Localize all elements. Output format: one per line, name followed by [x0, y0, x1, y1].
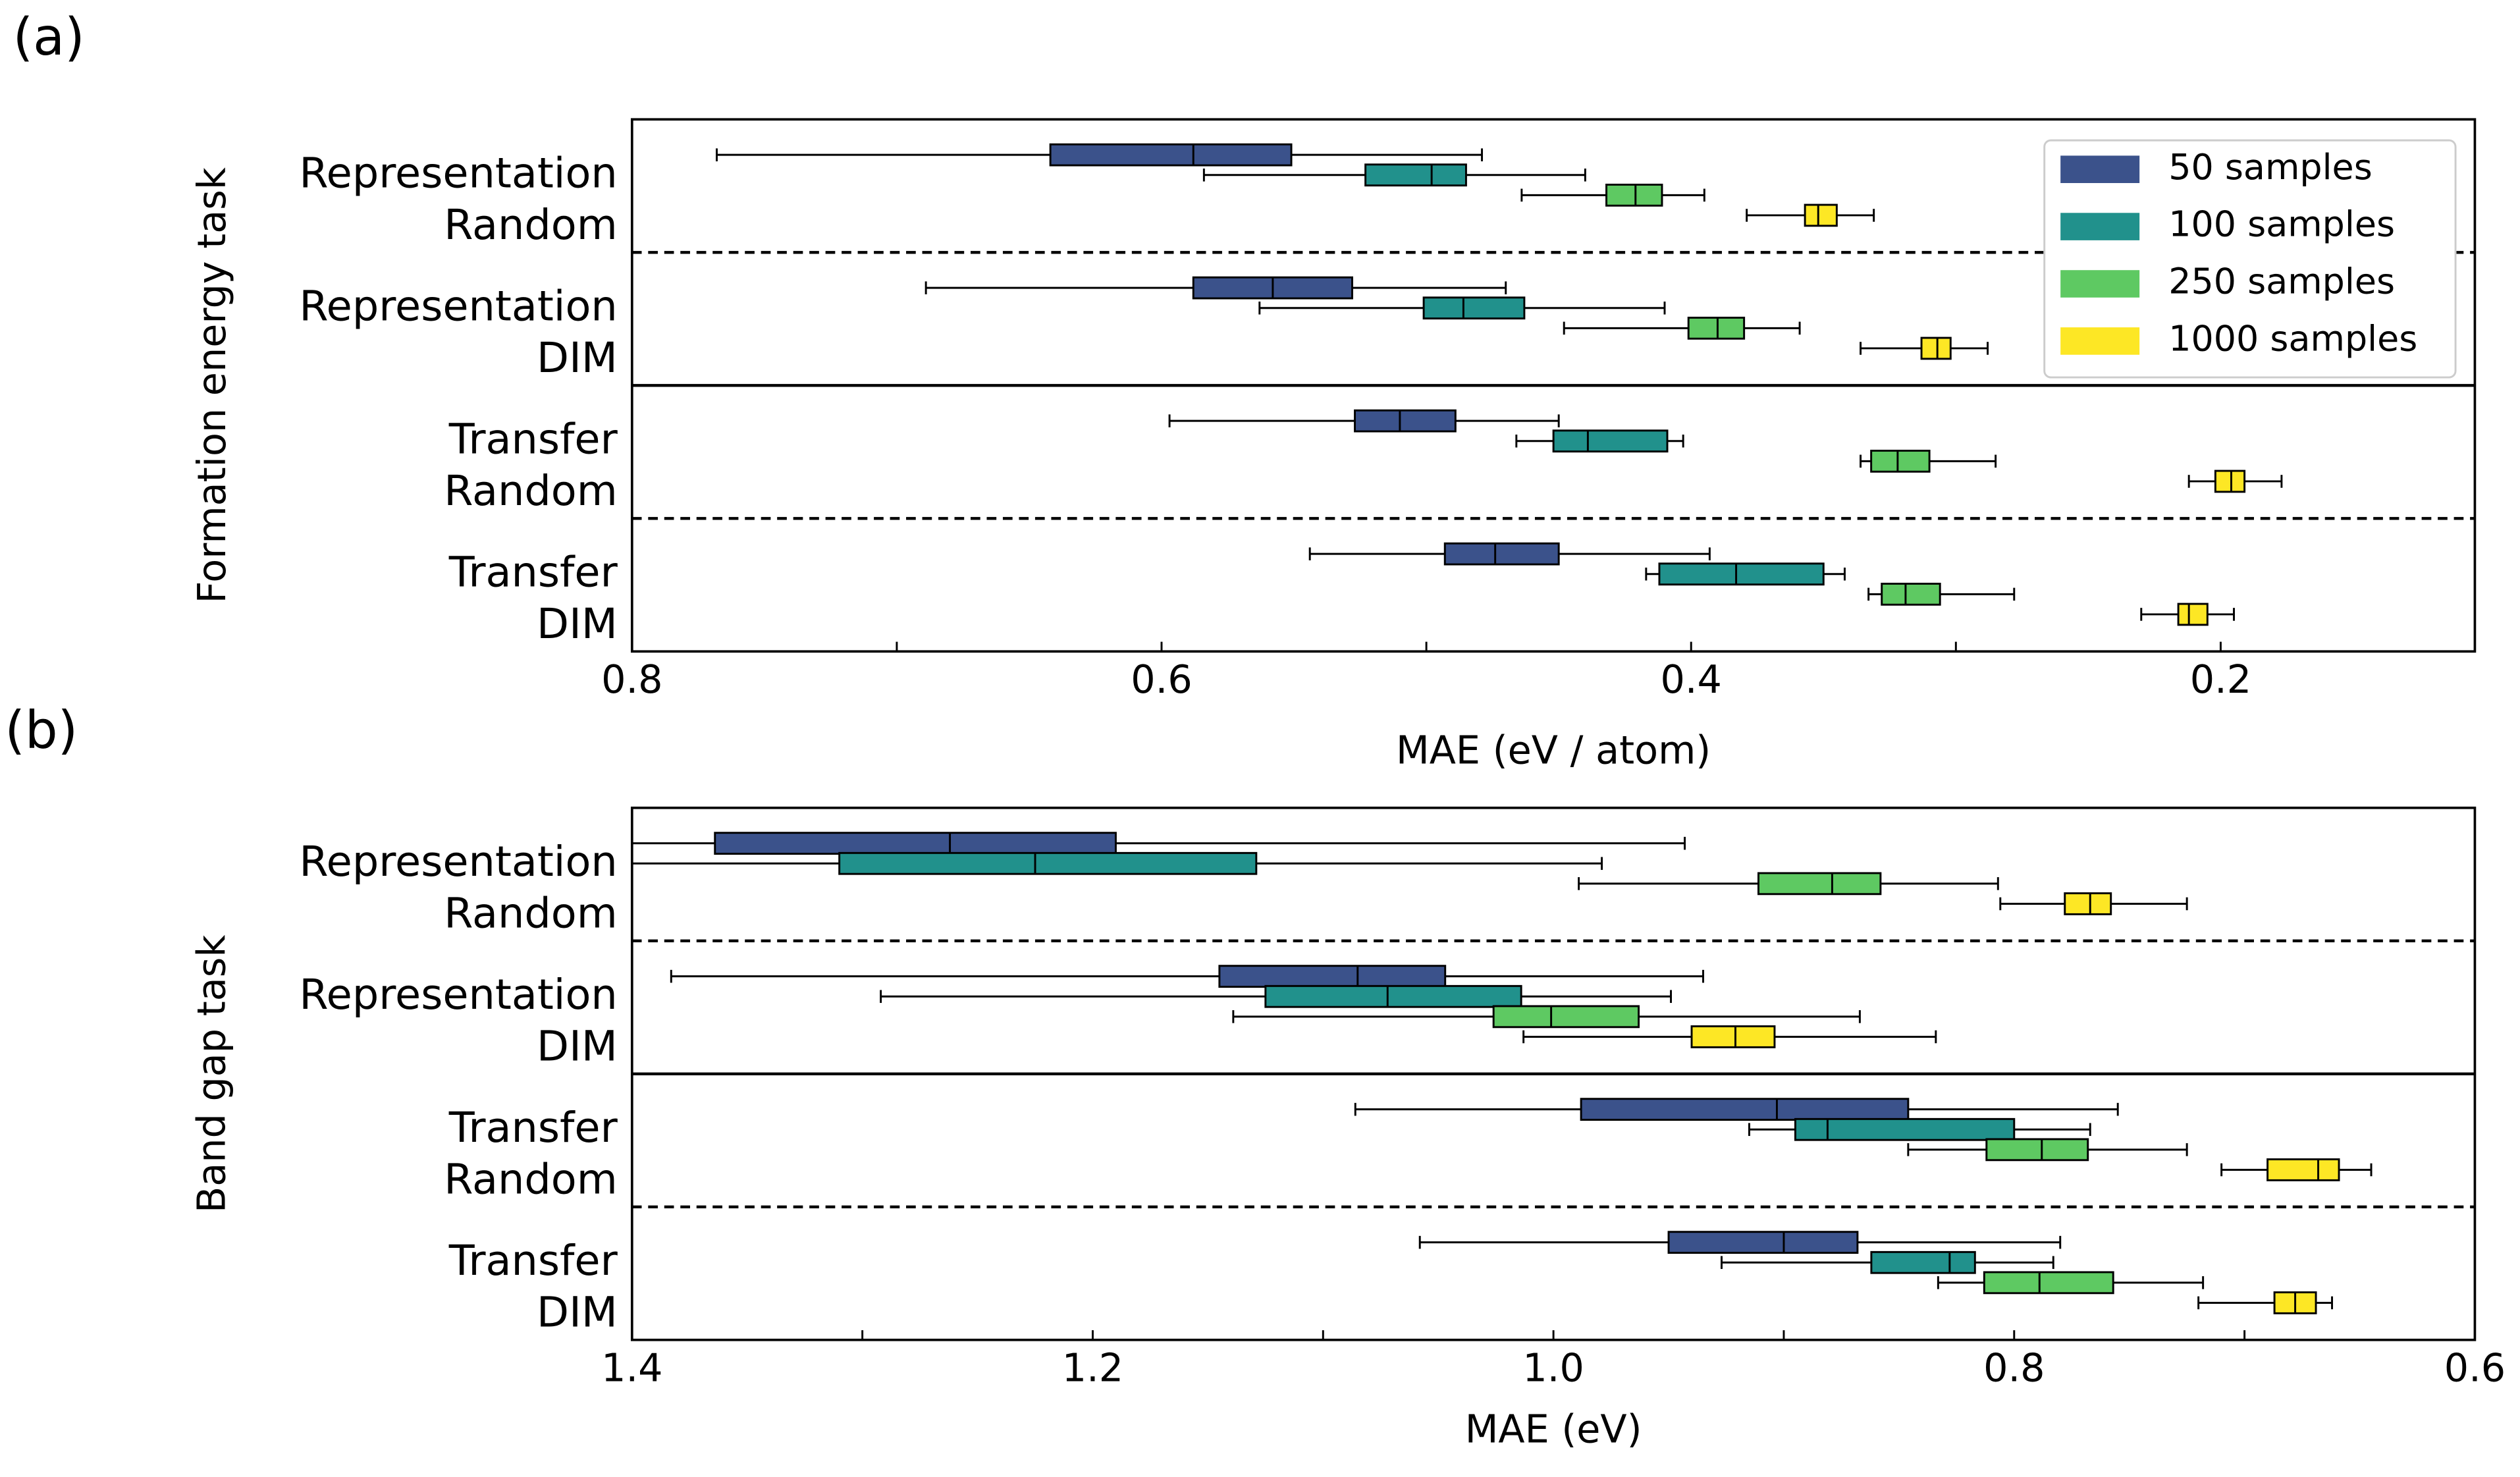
- box: [2214, 470, 2246, 493]
- box: [1364, 163, 1467, 187]
- box: [1658, 562, 1825, 586]
- category-label: Transfer: [448, 1104, 618, 1152]
- x-tick-label: 0.6: [2444, 1345, 2506, 1390]
- box: [1870, 1250, 1976, 1274]
- box: [1687, 316, 1746, 340]
- category-label: DIM: [537, 1022, 618, 1071]
- plot-area: [631, 832, 2373, 1314]
- box: [1667, 1231, 1859, 1254]
- box: [1794, 1117, 2016, 1141]
- category-label: Random: [444, 889, 618, 938]
- category-label: Random: [444, 201, 618, 250]
- box: [1757, 872, 1882, 896]
- box: [1985, 1138, 2089, 1162]
- x-tick-label: 0.2: [2190, 657, 2251, 702]
- box: [1920, 336, 1952, 360]
- category-label: DIM: [537, 334, 618, 383]
- box: [1049, 143, 1293, 167]
- legend-swatch: [2060, 270, 2140, 298]
- x-axis-label: MAE (eV): [1465, 1406, 1642, 1451]
- legend-label: 250 samples: [2168, 261, 2395, 302]
- box: [714, 832, 1117, 855]
- box: [838, 851, 1258, 875]
- x-tick-label: 1.2: [1062, 1345, 1123, 1390]
- y-axis-label: Band gap task: [189, 935, 234, 1213]
- box: [1580, 1098, 1910, 1121]
- x-axis-label: MAE (eV / atom): [1396, 728, 1711, 773]
- category-label: DIM: [537, 600, 618, 649]
- box: [1870, 449, 1931, 473]
- box: [1881, 582, 1941, 606]
- x-tick-label: 0.8: [601, 657, 662, 702]
- box: [1422, 296, 1526, 320]
- category-label: Random: [444, 1155, 618, 1204]
- box: [1552, 429, 1669, 453]
- legend-swatch: [2060, 327, 2140, 355]
- legend-label: 100 samples: [2168, 203, 2395, 245]
- legend-label: 1000 samples: [2168, 318, 2417, 360]
- plot-area: [716, 143, 2283, 626]
- box: [1492, 1005, 1640, 1029]
- box: [1690, 1025, 1776, 1048]
- box: [2064, 892, 2112, 915]
- box: [1354, 409, 1457, 433]
- category-label: Representation: [299, 838, 617, 886]
- category-label: Representation: [299, 971, 617, 1019]
- box: [1218, 965, 1447, 988]
- panel: (a)RepresentationRandomRepresentationDIM…: [13, 7, 2477, 773]
- panel: (b)RepresentationRandomRepresentationDIM…: [5, 701, 2506, 1452]
- box: [1443, 542, 1560, 566]
- category-label: Representation: [299, 282, 617, 331]
- category-label: Transfer: [448, 1237, 618, 1285]
- x-tick-label: 0.8: [1983, 1345, 2045, 1390]
- category-label: Random: [444, 467, 618, 516]
- box: [1804, 203, 1838, 227]
- legend-swatch: [2060, 155, 2140, 183]
- legend-frame: [2043, 139, 2457, 379]
- category-label: DIM: [537, 1288, 618, 1337]
- legend: 50 samples 100 samples 250 samples 1000 sam…: [2043, 139, 2457, 379]
- box: [1983, 1271, 2114, 1295]
- category-label: Representation: [299, 149, 617, 198]
- x-tick-label: 0.4: [1661, 657, 1722, 702]
- x-tick-label: 0.6: [1131, 657, 1192, 702]
- panel-label: (b): [5, 701, 78, 761]
- legend-label: 50 samples: [2168, 146, 2373, 188]
- category-label: Transfer: [448, 416, 618, 464]
- box: [2177, 603, 2209, 626]
- y-axis-label: Formation energy task: [189, 167, 234, 603]
- category-label: Transfer: [448, 549, 618, 597]
- x-tick-label: 1.4: [601, 1345, 662, 1390]
- axes-frame: [630, 118, 2477, 653]
- panel-label: (a): [13, 7, 85, 67]
- box: [1264, 984, 1522, 1008]
- x-tick-label: 1.0: [1522, 1345, 1584, 1390]
- box: [1605, 183, 1663, 207]
- legend-swatch: [2060, 213, 2140, 240]
- box: [2266, 1158, 2340, 1181]
